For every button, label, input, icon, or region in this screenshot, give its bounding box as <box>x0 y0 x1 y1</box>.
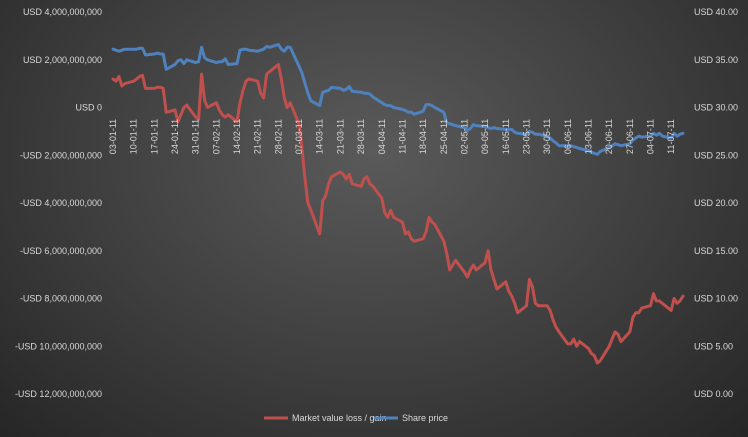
left-tick-label: -USD 10,000,000,000 <box>15 341 102 351</box>
left-axis: USD 4,000,000,000 USD 2,000,000,000 USD 0 -… <box>15 7 102 399</box>
right-tick-label: USD 15.00 <box>694 246 738 256</box>
x-tick-label: 30-05-11 <box>542 119 552 154</box>
left-tick-label: -USD 4,000,000,000 <box>20 198 102 208</box>
x-tick-label: 14-03-11 <box>315 119 325 154</box>
x-tick-label: 21-03-11 <box>335 119 345 154</box>
right-tick-label: USD 5.00 <box>694 341 733 351</box>
left-tick-label: USD 0 <box>75 103 102 113</box>
x-tick-label: 24-01-11 <box>170 119 180 154</box>
x-tick-label: 11-07-11 <box>666 119 676 154</box>
x-tick-label: 14-02-11 <box>232 119 242 154</box>
right-tick-label: USD 25.00 <box>694 150 738 160</box>
series-lines <box>111 43 685 365</box>
left-tick-label: -USD 2,000,000,000 <box>20 150 102 160</box>
left-tick-label: -USD 12,000,000,000 <box>15 389 102 399</box>
x-tick-label: 02-05-11 <box>460 119 470 154</box>
x-tick-label: 20-06-11 <box>604 119 614 154</box>
legend: Market value loss / gain Share price <box>264 413 448 423</box>
right-tick-label: USD 0.00 <box>694 389 733 399</box>
x-tick-label: 28-03-11 <box>356 119 366 154</box>
x-axis: 03-01-11 10-01-11 17-01-11 24-01-11 31-01-11… <box>108 119 676 154</box>
x-tick-label: 18-04-11 <box>418 119 428 154</box>
legend-label: Market value loss / gain <box>292 413 387 423</box>
x-tick-label: 27-06-11 <box>625 119 635 154</box>
left-tick-label: USD 2,000,000,000 <box>23 55 102 65</box>
series-line-share-price <box>111 43 685 156</box>
x-tick-label: 13-06-11 <box>584 119 594 154</box>
x-tick-label: 04-04-11 <box>377 119 387 154</box>
series-line-market-value <box>111 63 685 365</box>
x-tick-label: 07-02-11 <box>211 119 221 154</box>
x-tick-label: 31-01-11 <box>191 119 201 154</box>
right-tick-label: USD 40.00 <box>694 7 738 17</box>
x-tick-label: 09-05-11 <box>480 119 490 154</box>
left-tick-label: USD 4,000,000,000 <box>23 7 102 17</box>
x-tick-label: 21-02-11 <box>253 119 263 154</box>
right-tick-label: USD 35.00 <box>694 55 738 65</box>
x-tick-label: 16-05-11 <box>501 119 511 154</box>
right-tick-label: USD 30.00 <box>694 103 738 113</box>
left-tick-label: -USD 8,000,000,000 <box>20 294 102 304</box>
x-tick-label: 06-06-11 <box>563 119 573 154</box>
x-tick-label: 10-01-11 <box>129 119 139 154</box>
x-tick-label: 23-05-11 <box>522 119 532 154</box>
left-tick-label: -USD 6,000,000,000 <box>20 246 102 256</box>
x-tick-label: 07-03-11 <box>294 119 304 154</box>
x-tick-label: 03-01-11 <box>108 119 118 154</box>
right-axis: USD 40.00 USD 35.00 USD 30.00 USD 25.00 USD … <box>694 7 738 399</box>
right-tick-label: USD 20.00 <box>694 198 738 208</box>
x-tick-label: 11-04-11 <box>397 119 407 154</box>
x-tick-label: 17-01-11 <box>149 119 159 154</box>
x-tick-label: 28-02-11 <box>273 119 283 154</box>
x-tick-label: 25-04-11 <box>439 119 449 154</box>
x-tick-label: 04-07-11 <box>646 119 656 154</box>
legend-label: Share price <box>402 413 448 423</box>
right-tick-label: USD 10.00 <box>694 294 738 304</box>
